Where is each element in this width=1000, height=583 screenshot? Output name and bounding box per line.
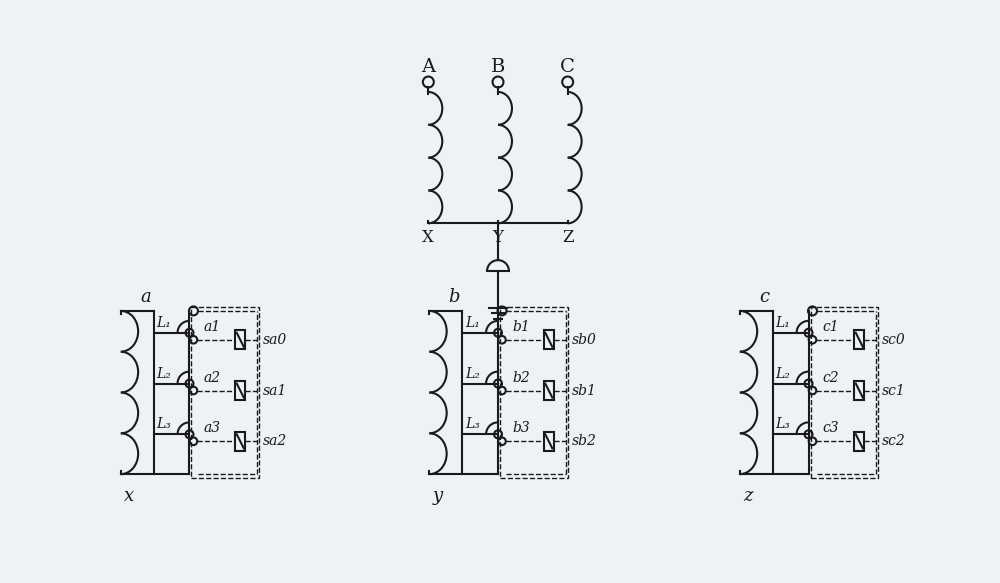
Text: b3: b3	[512, 422, 530, 436]
Text: L₁: L₁	[776, 316, 791, 330]
Text: sc2: sc2	[882, 434, 906, 448]
Bar	[811, 307, 878, 478]
Text: sb0: sb0	[572, 333, 597, 347]
Bar	[544, 381, 554, 400]
Text: L₁: L₁	[465, 316, 480, 330]
Bar	[544, 331, 554, 349]
Text: b1: b1	[512, 320, 530, 334]
Text: L₁: L₁	[157, 316, 172, 330]
Bar	[235, 331, 245, 349]
Text: b2: b2	[512, 371, 530, 385]
Text: c2: c2	[822, 371, 839, 385]
Text: sa2: sa2	[263, 434, 287, 448]
Bar	[544, 432, 554, 451]
Text: B: B	[491, 58, 505, 76]
Text: Y: Y	[493, 229, 504, 246]
Text: X: X	[422, 229, 434, 246]
Text: a3: a3	[203, 422, 221, 436]
Bar	[854, 331, 864, 349]
Bar	[854, 432, 864, 451]
Text: y: y	[432, 487, 442, 505]
Text: sb1: sb1	[572, 384, 597, 398]
Text: L₂: L₂	[157, 367, 172, 381]
Bar	[235, 381, 245, 400]
Text: L₂: L₂	[465, 367, 480, 381]
Bar	[191, 307, 259, 478]
Text: L₃: L₃	[465, 417, 480, 431]
Text: L₃: L₃	[157, 417, 172, 431]
Text: a: a	[140, 288, 151, 306]
Text: c: c	[760, 288, 770, 306]
Text: b: b	[448, 288, 460, 306]
Bar	[854, 381, 864, 400]
Text: sa1: sa1	[263, 384, 287, 398]
Text: L₂: L₂	[776, 367, 791, 381]
Text: c3: c3	[822, 422, 839, 436]
Text: sc0: sc0	[882, 333, 906, 347]
Text: L₃: L₃	[776, 417, 791, 431]
Text: a2: a2	[203, 371, 221, 385]
Text: A: A	[421, 58, 435, 76]
Text: C: C	[560, 58, 575, 76]
Text: c1: c1	[822, 320, 839, 334]
Text: sb2: sb2	[572, 434, 597, 448]
Text: sc1: sc1	[882, 384, 906, 398]
Text: sa0: sa0	[263, 333, 287, 347]
Text: z: z	[743, 487, 753, 505]
Bar	[500, 307, 568, 478]
Bar	[235, 432, 245, 451]
Text: Z: Z	[562, 229, 573, 246]
Text: x: x	[124, 487, 134, 505]
Text: a1: a1	[203, 320, 221, 334]
